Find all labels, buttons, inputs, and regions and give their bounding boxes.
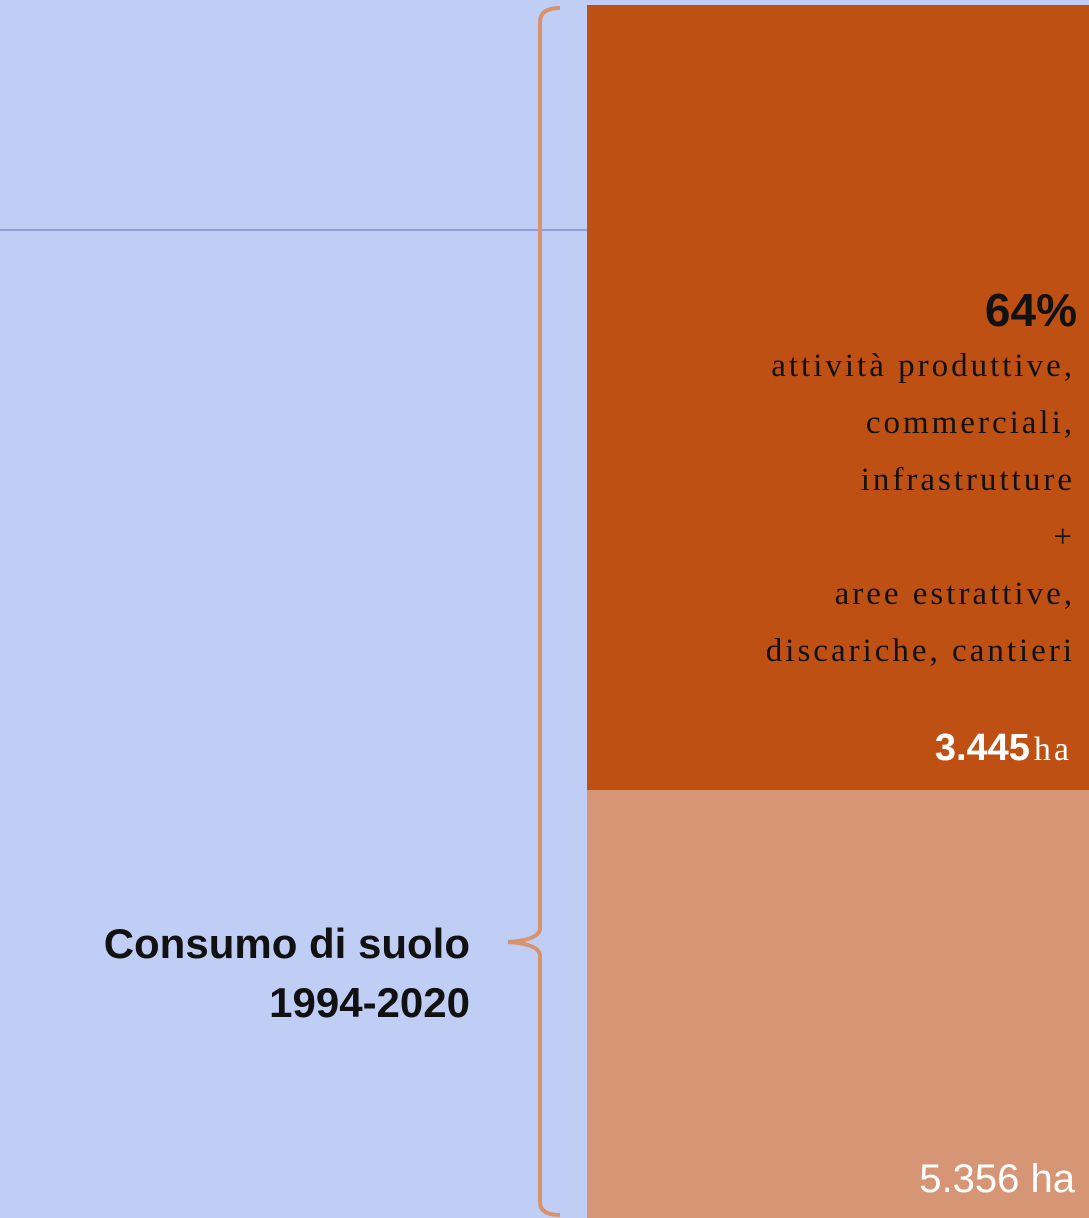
description-line: + <box>1053 519 1075 555</box>
description: attività produttive, commerciali, infrastr… <box>766 348 1075 669</box>
value-label: 5.356 ha <box>919 1157 1075 1201</box>
label-line: 1994-2020 <box>269 979 470 1026</box>
segment-dark <box>587 5 1089 790</box>
description-line: infrastrutture <box>861 462 1075 498</box>
value-label: 3.445 ha <box>935 727 1072 769</box>
description-line: discariche, cantieri <box>766 633 1075 669</box>
bracket <box>507 6 561 1217</box>
description-line: attività produttive, <box>771 348 1075 384</box>
unit: ha <box>1034 731 1072 768</box>
label-line: Consumo di suolo <box>104 920 470 967</box>
value: 5.356 <box>919 1157 1019 1201</box>
unit: ha <box>1031 1157 1076 1201</box>
value: 3.445 <box>935 727 1030 769</box>
percent: 64% <box>985 284 1077 336</box>
description-line: aree estrattive, <box>835 576 1075 612</box>
segment-light <box>587 790 1089 1218</box>
description-line: commerciali, <box>866 405 1075 441</box>
